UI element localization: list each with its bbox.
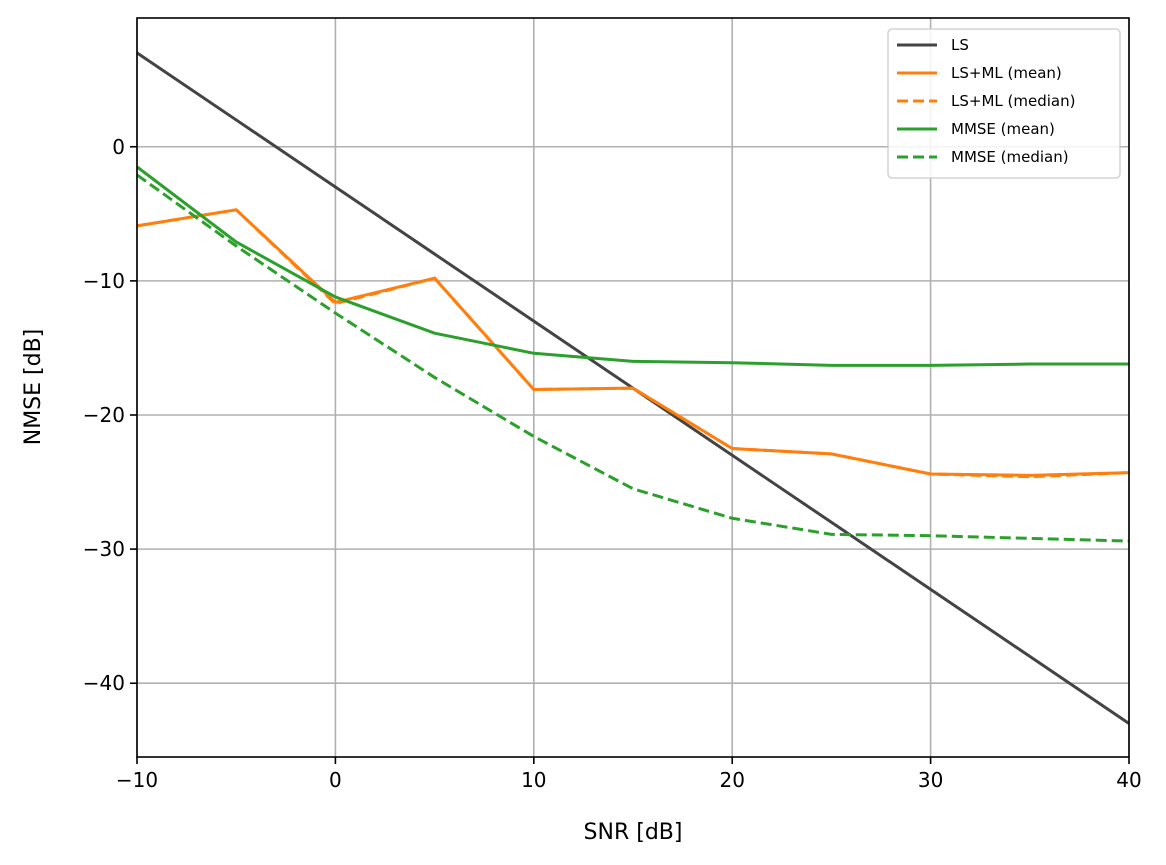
legend: LS LS+ML (mean) LS+ML (median) MMSE (mean) M… xyxy=(887,28,1121,179)
x-tick-label: −10 xyxy=(116,768,158,792)
y-tick-label: −10 xyxy=(83,269,125,293)
axis-ticks: −10 0 10 20 30 40 0 −10 −20 −30 −40 xyxy=(83,135,1142,792)
x-tick-label: 30 xyxy=(918,768,943,792)
legend-label: MMSE (median) xyxy=(951,148,1069,166)
legend-label: LS+ML (median) xyxy=(951,92,1075,110)
x-tick-label: 0 xyxy=(329,768,342,792)
legend-label: MMSE (mean) xyxy=(951,120,1055,138)
x-tick-label: 40 xyxy=(1116,768,1141,792)
x-tick-label: 20 xyxy=(719,768,744,792)
y-tick-label: −30 xyxy=(83,537,125,561)
series-line-mmse-mean xyxy=(136,165,1129,367)
y-axis-label: NMSE [dB] xyxy=(21,329,46,446)
series-line-mmse-median xyxy=(136,173,1130,543)
y-tick-label: 0 xyxy=(112,135,125,159)
series-line-ls-ml-median xyxy=(136,208,1130,479)
x-axis-label: SNR [dB] xyxy=(584,820,683,845)
series-line-ls-ml-mean xyxy=(136,208,1130,477)
legend-box xyxy=(887,28,1121,179)
x-tick-label: 10 xyxy=(521,768,546,792)
y-tick-label: −40 xyxy=(83,671,125,695)
legend-label: LS xyxy=(951,36,969,54)
series-lines xyxy=(136,51,1130,725)
legend-label: LS+ML (mean) xyxy=(951,64,1062,82)
plot-frame xyxy=(136,17,1130,758)
y-tick-label: −20 xyxy=(83,403,125,427)
